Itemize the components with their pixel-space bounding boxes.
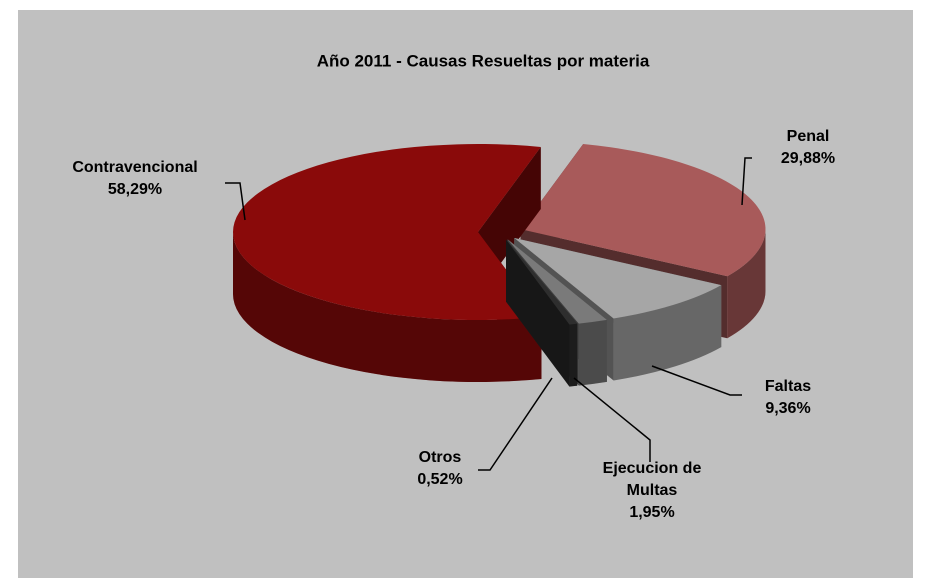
slice-side-shade (569, 323, 578, 387)
slice-side-shade (233, 232, 542, 383)
category-label: Otros (418, 449, 462, 466)
slice-side-shade (727, 229, 766, 339)
value-label: 1,95% (629, 504, 675, 521)
leader-line (225, 182, 246, 221)
slice-label: Ejecucion de Multas 1,95% (582, 458, 722, 524)
slice-top (233, 144, 542, 321)
value-label: 29,88% (780, 150, 836, 167)
pie (233, 144, 766, 387)
slice-side-shade (613, 285, 722, 381)
slice-side (613, 285, 722, 381)
chart-title: Año 2011 - Causas Resueltas por materia (317, 51, 650, 70)
category-label: Faltas (764, 378, 812, 395)
slice-top (514, 237, 722, 319)
slice-side-shade (506, 239, 570, 387)
category-label: Penal (786, 128, 830, 145)
leader-line (573, 377, 651, 462)
category-label: Ejecucion de Multas (602, 460, 702, 499)
leader-line (741, 157, 752, 206)
leader-line (651, 365, 742, 396)
slice-top (506, 239, 578, 325)
slice-side (233, 232, 542, 383)
value-label: 0,52% (417, 471, 463, 488)
value-label: 58,29% (107, 181, 163, 198)
slice-label: Otros 0,52% (417, 447, 462, 491)
category-label: Contravencional (72, 159, 198, 176)
value-label: 9,36% (765, 400, 811, 417)
slice-label: Penal 29,88% (781, 126, 835, 170)
slice (506, 239, 578, 387)
leader-line (478, 377, 553, 471)
slice-side (569, 323, 578, 387)
slice-top (520, 144, 766, 277)
slice-side (727, 229, 766, 339)
slice-side (578, 319, 607, 386)
slice-label: Contravencional 58,29% (72, 157, 197, 201)
slice-side-shade (578, 319, 607, 386)
slice-label: Faltas 9,36% (765, 376, 811, 420)
slice-top (507, 239, 607, 324)
